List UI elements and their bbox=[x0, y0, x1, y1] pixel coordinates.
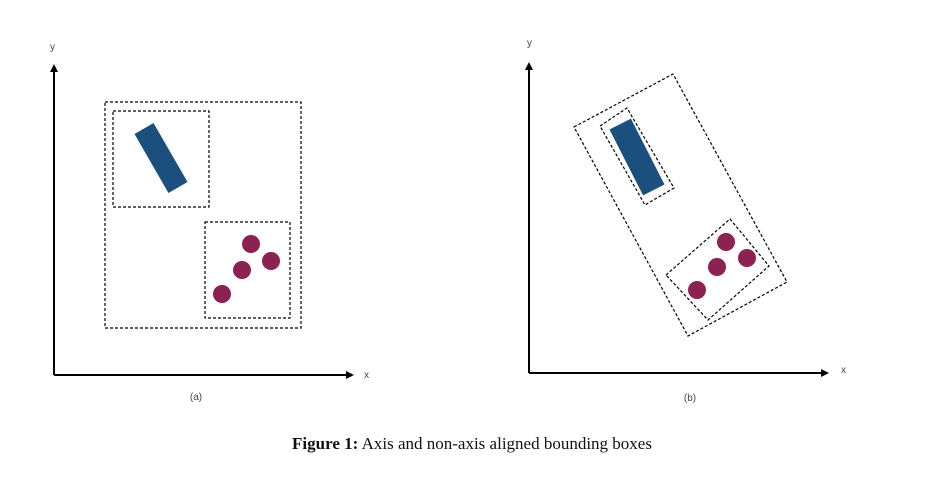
circle-a-4 bbox=[213, 285, 231, 303]
panel-b: y x (b) bbox=[525, 38, 846, 404]
circle-a-1 bbox=[242, 235, 260, 253]
panel-a: y x (a) bbox=[50, 42, 369, 403]
circle-b-4 bbox=[688, 281, 706, 299]
circles-bounding-box-a bbox=[204, 221, 291, 319]
panel-label-b: (b) bbox=[684, 393, 696, 404]
x-axis-label-b: x bbox=[841, 365, 846, 376]
figure-caption: Figure 1: Axis and non-axis aligned boun… bbox=[0, 434, 944, 454]
y-axis-label-a: y bbox=[50, 42, 55, 53]
y-axis-label-b: y bbox=[527, 38, 532, 49]
rectangle-bounding-box-b bbox=[599, 107, 675, 206]
circle-b-3 bbox=[738, 249, 756, 267]
circle-a-2 bbox=[233, 261, 251, 279]
outer-bounding-box-a bbox=[104, 101, 302, 329]
outer-bounding-box-b bbox=[573, 73, 788, 337]
circle-a-3 bbox=[262, 252, 280, 270]
panel-label-a: (a) bbox=[190, 392, 202, 403]
circle-b-1 bbox=[717, 233, 735, 251]
x-axis-label-a: x bbox=[364, 370, 369, 381]
caption-prefix: Figure 1: bbox=[292, 434, 359, 453]
circles-bounding-box-b bbox=[665, 218, 770, 321]
caption-text: Axis and non-axis aligned bounding boxes bbox=[361, 434, 652, 453]
blue-rectangle-b bbox=[609, 118, 665, 196]
rectangle-bounding-box-a bbox=[112, 110, 210, 208]
blue-rectangle-a bbox=[134, 123, 188, 193]
circle-b-2 bbox=[708, 258, 726, 276]
